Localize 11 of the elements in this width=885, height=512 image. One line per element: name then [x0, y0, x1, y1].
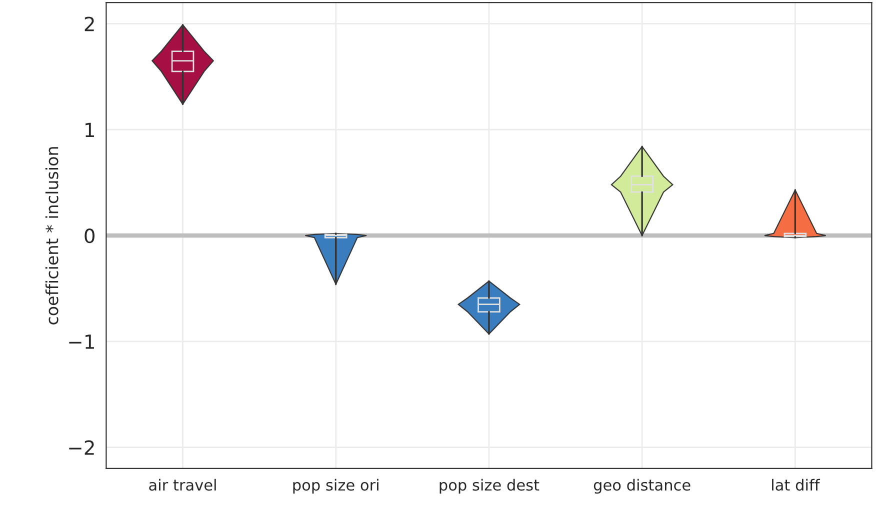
y-tick-label: 0 [84, 228, 94, 244]
y-tick-label: 2 [84, 16, 94, 32]
x-tick-label: geo distance [594, 478, 690, 494]
y-tick-label: −1 [69, 334, 94, 349]
y-axis-title: coefficient * inclusion [45, 147, 58, 324]
y-tick-label: −2 [69, 440, 94, 455]
x-tick-label: air travel [149, 478, 216, 491]
x-tick-label: pop size dest [440, 478, 540, 494]
y-tick-label: 1 [86, 122, 94, 138]
x-tick-label: lat diff [772, 478, 820, 491]
x-tick-label: pop size ori [293, 478, 378, 494]
